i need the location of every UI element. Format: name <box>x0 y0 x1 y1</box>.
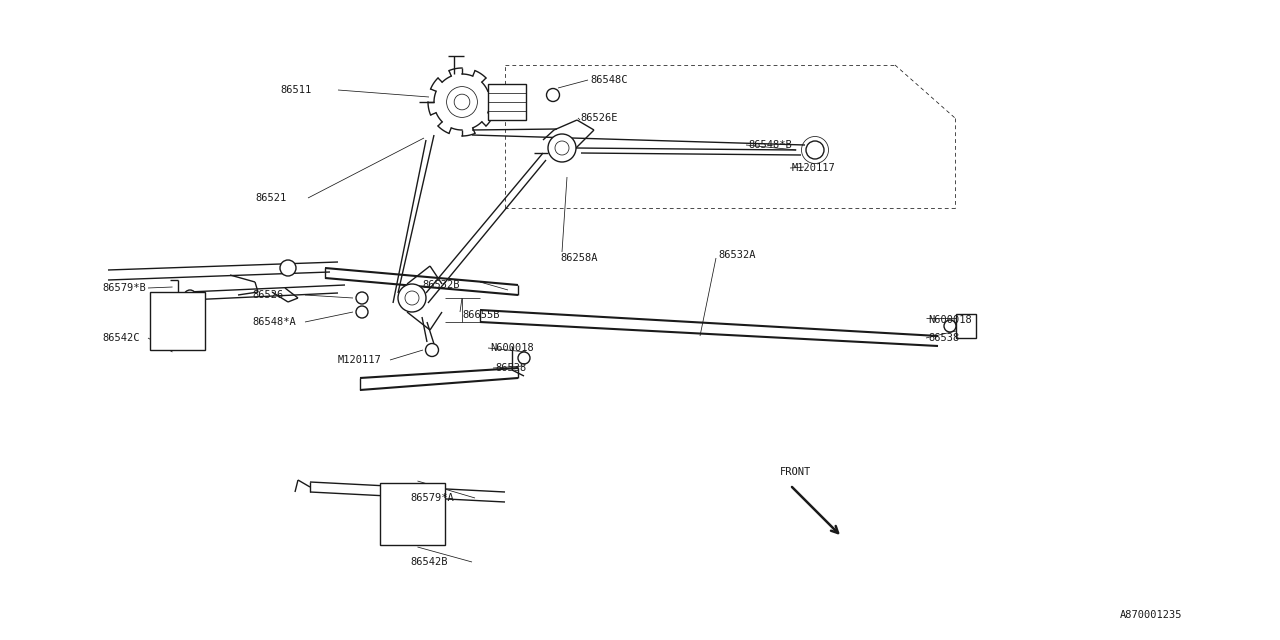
Circle shape <box>356 292 369 304</box>
Text: 86532B: 86532B <box>422 280 460 290</box>
Circle shape <box>404 291 419 305</box>
Text: 86548*B: 86548*B <box>748 140 792 150</box>
Text: 86538: 86538 <box>495 363 526 373</box>
Text: 86532A: 86532A <box>718 250 755 260</box>
Text: N600018: N600018 <box>928 315 972 325</box>
Text: 86548C: 86548C <box>590 75 627 85</box>
Text: A870001235: A870001235 <box>1120 610 1183 620</box>
Text: 86521: 86521 <box>255 193 287 203</box>
Circle shape <box>447 86 477 117</box>
Circle shape <box>548 134 576 162</box>
Text: FRONT: FRONT <box>780 467 812 477</box>
Circle shape <box>425 344 439 356</box>
Text: 86542C: 86542C <box>102 333 140 343</box>
Text: 86526: 86526 <box>252 290 283 300</box>
Text: N600018: N600018 <box>490 343 534 353</box>
Circle shape <box>547 88 559 102</box>
Circle shape <box>945 320 956 332</box>
Text: 86258A: 86258A <box>561 253 598 263</box>
Text: 86526E: 86526E <box>580 113 617 123</box>
Circle shape <box>556 141 570 155</box>
Text: 86655B: 86655B <box>462 310 499 320</box>
Bar <box>956 314 975 338</box>
Text: M120117: M120117 <box>792 163 836 173</box>
Circle shape <box>806 141 824 159</box>
Text: 86511: 86511 <box>280 85 311 95</box>
Circle shape <box>398 284 426 312</box>
Circle shape <box>280 260 296 276</box>
Text: 86548*A: 86548*A <box>252 317 296 327</box>
Circle shape <box>356 306 369 318</box>
Text: 86579*B: 86579*B <box>102 283 146 293</box>
Text: 86579*A: 86579*A <box>410 493 453 503</box>
Text: M120117: M120117 <box>338 355 381 365</box>
Circle shape <box>518 352 530 364</box>
Circle shape <box>184 290 196 302</box>
Text: 86542B: 86542B <box>410 557 448 567</box>
Bar <box>488 84 526 120</box>
Bar <box>380 483 445 545</box>
Text: 86538: 86538 <box>928 333 959 343</box>
Circle shape <box>454 94 470 110</box>
Bar <box>150 292 205 350</box>
